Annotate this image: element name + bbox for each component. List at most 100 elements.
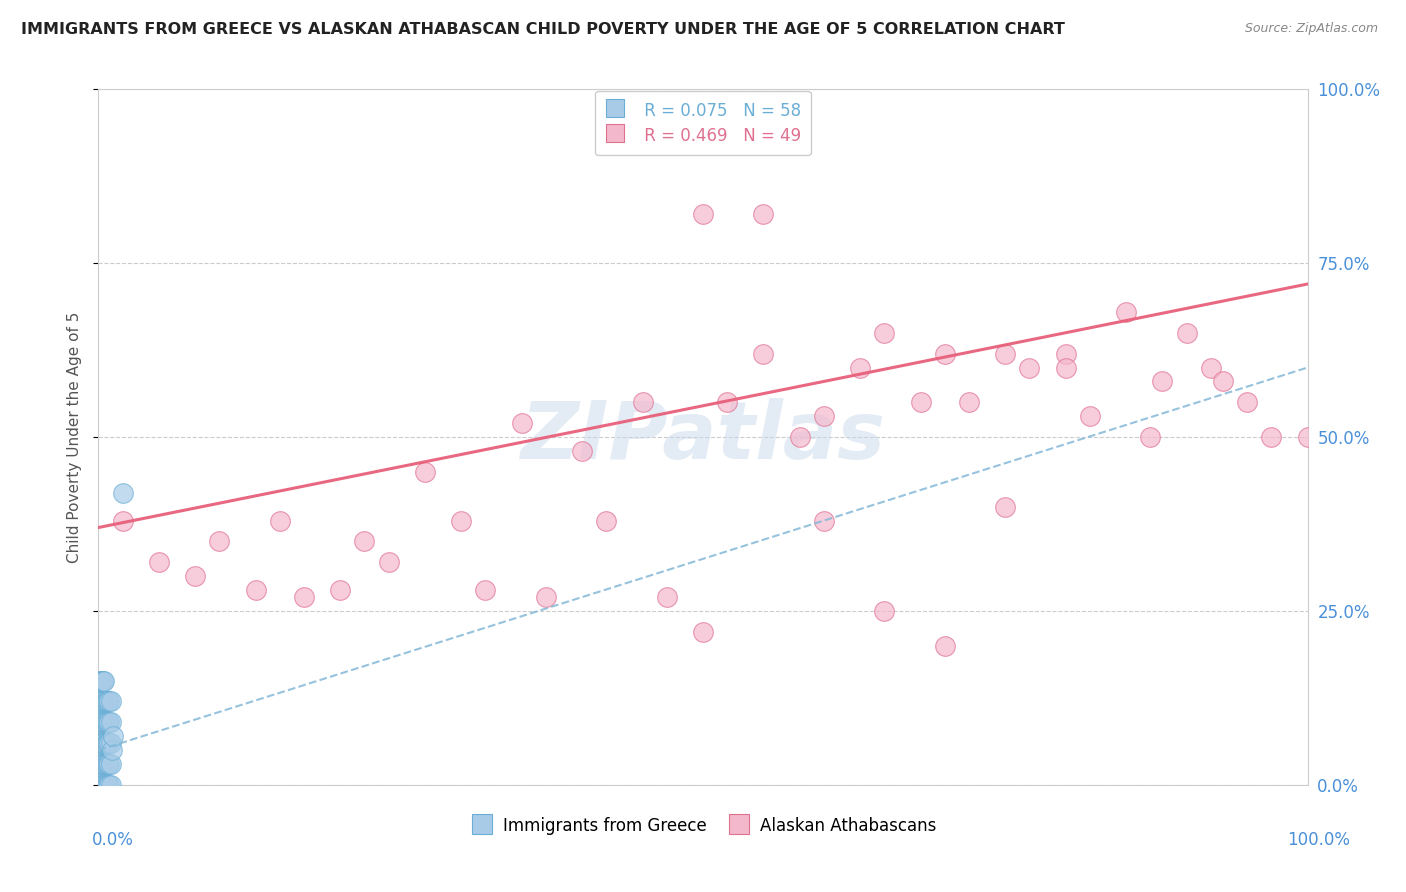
Point: [692, 624, 714, 639]
Text: 100.0%: 100.0%: [1286, 831, 1350, 849]
Text: IMMIGRANTS FROM GREECE VS ALASKAN ATHABASCAN CHILD POVERTY UNDER THE AGE OF 5 CO: IMMIGRANTS FROM GREECE VS ALASKAN ATHABA…: [21, 22, 1064, 37]
Point: [97, 736, 120, 750]
Point: [1236, 395, 1258, 409]
Point: [377, 555, 399, 569]
Point: [329, 583, 352, 598]
Point: [752, 346, 775, 360]
Point: [1139, 430, 1161, 444]
Point: [789, 430, 811, 444]
Point: [93, 757, 115, 772]
Point: [96, 757, 118, 772]
Point: [631, 395, 654, 409]
Point: [1054, 346, 1077, 360]
Point: [93, 736, 115, 750]
Point: [90, 736, 112, 750]
Point: [98, 778, 121, 792]
Point: [1054, 360, 1077, 375]
Point: [89, 757, 111, 772]
Point: [655, 590, 678, 604]
Point: [94, 694, 117, 708]
Point: [1115, 305, 1137, 319]
Point: [90, 673, 112, 688]
Point: [97, 694, 120, 708]
Point: [91, 736, 114, 750]
Point: [97, 715, 120, 730]
Point: [934, 346, 956, 360]
Point: [510, 416, 533, 430]
Point: [96, 778, 118, 792]
Point: [148, 555, 170, 569]
Point: [89, 778, 111, 792]
Point: [96, 694, 118, 708]
Point: [90, 778, 112, 792]
Point: [873, 604, 896, 618]
Point: [111, 485, 134, 500]
Point: [1175, 326, 1198, 340]
Point: [89, 736, 111, 750]
Point: [910, 395, 932, 409]
Point: [94, 715, 117, 730]
Point: [1212, 375, 1234, 389]
Point: [957, 395, 980, 409]
Point: [98, 694, 121, 708]
Point: [1152, 375, 1174, 389]
Point: [571, 444, 593, 458]
Point: [474, 583, 496, 598]
Point: [91, 715, 114, 730]
Point: [813, 514, 835, 528]
Point: [111, 514, 134, 528]
Point: [100, 715, 122, 730]
Point: [450, 514, 472, 528]
Point: [1199, 360, 1222, 375]
Point: [98, 715, 121, 730]
Point: [97, 757, 120, 772]
Point: [93, 673, 115, 688]
Point: [96, 736, 118, 750]
Point: [994, 346, 1017, 360]
Point: [96, 715, 118, 730]
Point: [91, 673, 114, 688]
Point: [89, 673, 111, 688]
Point: [98, 736, 121, 750]
Point: [100, 736, 122, 750]
Point: [90, 694, 112, 708]
Point: [101, 729, 124, 743]
Point: [94, 736, 117, 750]
Point: [90, 757, 112, 772]
Point: [413, 465, 436, 479]
Point: [91, 694, 114, 708]
Point: [245, 583, 267, 598]
Text: 0.0%: 0.0%: [91, 831, 134, 849]
Point: [994, 500, 1017, 514]
Point: [873, 326, 896, 340]
Point: [91, 736, 114, 750]
Point: [692, 207, 714, 221]
Point: [97, 778, 120, 792]
Point: [93, 715, 115, 730]
Point: [91, 673, 114, 688]
Point: [595, 514, 617, 528]
Point: [534, 590, 557, 604]
Point: [292, 590, 315, 604]
Point: [91, 694, 114, 708]
Point: [94, 757, 117, 772]
Point: [100, 694, 122, 708]
Text: Source: ZipAtlas.com: Source: ZipAtlas.com: [1244, 22, 1378, 36]
Point: [90, 715, 112, 730]
Point: [1260, 430, 1282, 444]
Point: [98, 757, 121, 772]
Point: [93, 778, 115, 792]
Point: [353, 534, 375, 549]
Point: [934, 639, 956, 653]
Point: [91, 757, 114, 772]
Point: [184, 569, 207, 583]
Point: [1018, 360, 1040, 375]
Point: [89, 715, 111, 730]
Point: [100, 757, 122, 772]
Point: [1296, 430, 1319, 444]
Point: [93, 694, 115, 708]
Y-axis label: Child Poverty Under the Age of 5: Child Poverty Under the Age of 5: [67, 311, 83, 563]
Point: [208, 534, 231, 549]
Point: [752, 207, 775, 221]
Point: [91, 778, 114, 792]
